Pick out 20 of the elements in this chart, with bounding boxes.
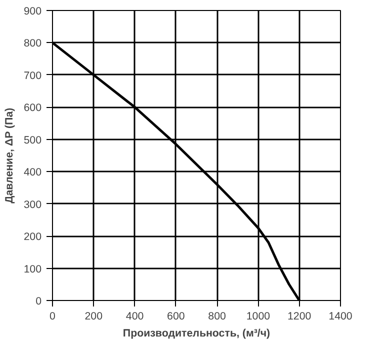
x-tick-label: 600 (167, 310, 185, 322)
y-tick-label: 700 (24, 70, 42, 82)
y-tick-label: 200 (24, 231, 42, 244)
x-tick-label: 200 (84, 310, 103, 322)
y-tick-label: 800 (24, 38, 42, 50)
y-tick-label: 400 (24, 166, 42, 179)
y-tick-label: 600 (24, 102, 42, 114)
y-tick-label: 500 (24, 134, 42, 146)
x-tick-label: 1000 (246, 310, 270, 322)
y-tick-label: 900 (24, 6, 42, 18)
y-axis-title: Давление, ΔP (Па) (4, 107, 16, 204)
x-tick-label: 1200 (288, 310, 312, 322)
y-tick-label: 100 (24, 263, 42, 276)
x-axis-title: Производительность, (м³/ч) (122, 328, 271, 340)
x-tick-label: 0 (50, 310, 56, 322)
y-tick-label: 0 (36, 296, 42, 308)
y-tick-label: 300 (24, 198, 42, 211)
x-tick-label: 1400 (328, 310, 352, 322)
x-tick-label: 400 (126, 310, 144, 322)
x-tick-label: 800 (208, 310, 226, 322)
